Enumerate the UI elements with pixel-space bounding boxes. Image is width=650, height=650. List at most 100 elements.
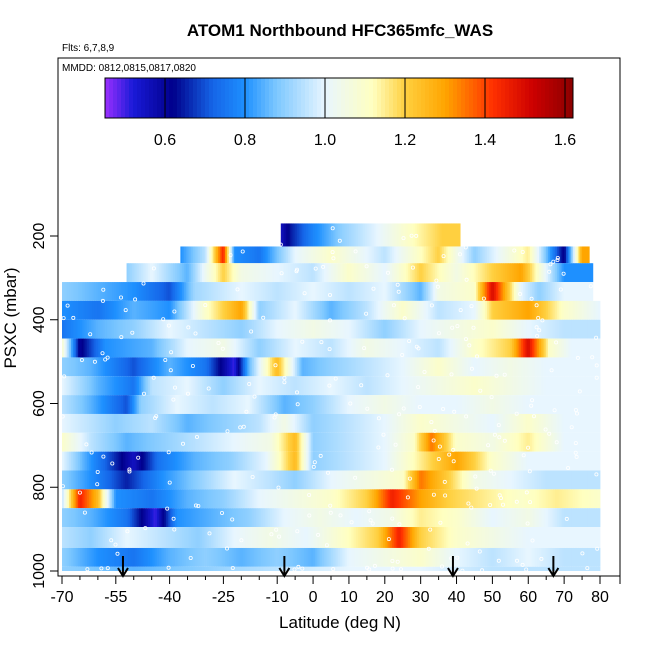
heatmap-cell	[140, 282, 144, 301]
heatmap-cell	[65, 376, 68, 396]
heatmap-cell	[218, 263, 221, 283]
heatmap-cell	[490, 263, 493, 283]
heatmap-cell	[117, 432, 120, 452]
heatmap-cell	[402, 395, 405, 414]
heatmap-cell	[223, 319, 226, 339]
heatmap-cell	[331, 338, 334, 358]
heatmap-cell	[130, 282, 133, 301]
heatmap-cell	[443, 282, 447, 301]
heatmap-cell	[289, 470, 292, 490]
heatmap-cell	[470, 413, 474, 433]
heatmap-cell	[246, 395, 249, 414]
heatmap-cell	[244, 451, 248, 471]
heatmap-layer	[62, 508, 601, 528]
heatmap-cell	[433, 527, 436, 548]
heatmap-cell	[478, 357, 481, 377]
heatmap-cell	[388, 300, 391, 320]
heatmap-cell	[262, 338, 266, 358]
heatmap-cell	[264, 489, 267, 509]
heatmap-cell	[209, 547, 212, 567]
heatmap-cell	[426, 451, 429, 471]
heatmap-cell	[368, 357, 371, 377]
heatmap-cell	[210, 508, 214, 528]
heatmap-cell	[282, 451, 285, 471]
heatmap-cell	[153, 527, 156, 548]
heatmap-cell	[426, 470, 429, 490]
heatmap-cell	[417, 489, 420, 509]
heatmap-cell	[526, 282, 529, 301]
heatmap-cell	[194, 451, 197, 471]
heatmap-cell	[142, 263, 145, 283]
heatmap-cell	[356, 319, 359, 339]
heatmap-cell	[76, 357, 79, 377]
heatmap-cell	[79, 489, 83, 509]
heatmap-cell	[544, 413, 547, 433]
heatmap-cell	[375, 300, 379, 320]
heatmap-cell	[322, 376, 325, 396]
heatmap-cell	[418, 432, 422, 452]
heatmap-cell	[395, 300, 398, 320]
heatmap-cell	[176, 527, 179, 548]
heatmap-cell	[411, 357, 414, 377]
heatmap-cell	[203, 319, 206, 339]
heatmap-cell	[589, 527, 592, 548]
heatmap-cell	[492, 319, 495, 339]
heatmap-cell	[112, 300, 115, 320]
heatmap-cell	[331, 489, 334, 509]
heatmap-cell	[232, 376, 235, 396]
heatmap-cell	[531, 432, 535, 452]
heatmap-cell	[205, 263, 208, 283]
heatmap-cell	[504, 508, 508, 528]
heatmap-cell	[99, 395, 102, 414]
heatmap-cell	[275, 451, 278, 471]
heatmap-cell	[338, 508, 341, 528]
heatmap-cell	[488, 357, 491, 377]
heatmap-cell	[467, 527, 470, 548]
heatmap-cell	[115, 395, 118, 414]
heatmap-cell	[531, 395, 535, 414]
heatmap-cell	[366, 319, 370, 339]
heatmap-cell	[325, 508, 328, 528]
heatmap-cell	[391, 451, 395, 471]
heatmap-cell	[198, 432, 201, 452]
heatmap-cell	[72, 376, 75, 396]
heatmap-cell	[404, 508, 407, 528]
heatmap-cell	[101, 489, 104, 509]
heatmap-cell	[253, 527, 257, 548]
heatmap-cell	[124, 357, 127, 377]
heatmap-cell	[250, 527, 253, 548]
heatmap-cell	[189, 508, 192, 528]
heatmap-cell	[522, 263, 526, 283]
heatmap-cell	[79, 413, 83, 433]
heatmap-cell	[239, 376, 242, 396]
heatmap-cell	[542, 246, 545, 264]
heatmap-cell	[539, 489, 542, 509]
heatmap-cell	[372, 395, 375, 414]
heatmap-cell	[151, 357, 154, 377]
heatmap-cell	[343, 282, 346, 301]
heatmap-cell	[424, 451, 427, 471]
heatmap-cell	[108, 451, 111, 471]
heatmap-cell	[567, 451, 570, 471]
heatmap-cell	[580, 376, 583, 396]
heatmap-cell	[338, 300, 341, 320]
heatmap-cell	[350, 547, 353, 567]
heatmap-cell	[287, 470, 291, 490]
heatmap-cell	[221, 246, 224, 264]
heatmap-cell	[97, 282, 101, 301]
heatmap-cell	[278, 319, 282, 339]
heatmap-cell	[418, 319, 422, 339]
heatmap-cell	[146, 395, 149, 414]
heatmap-cell	[83, 508, 86, 528]
heatmap-cell	[508, 338, 511, 358]
heatmap-cell	[228, 263, 231, 283]
heatmap-cell	[596, 470, 599, 490]
heatmap-cell	[244, 246, 248, 264]
heatmap-cell	[524, 246, 527, 264]
heatmap-cell	[564, 508, 567, 528]
heatmap-cell	[582, 470, 585, 490]
heatmap-cell	[106, 432, 110, 452]
heatmap-cell	[411, 376, 414, 396]
heatmap-cell	[255, 432, 258, 452]
heatmap-cell	[366, 376, 370, 396]
